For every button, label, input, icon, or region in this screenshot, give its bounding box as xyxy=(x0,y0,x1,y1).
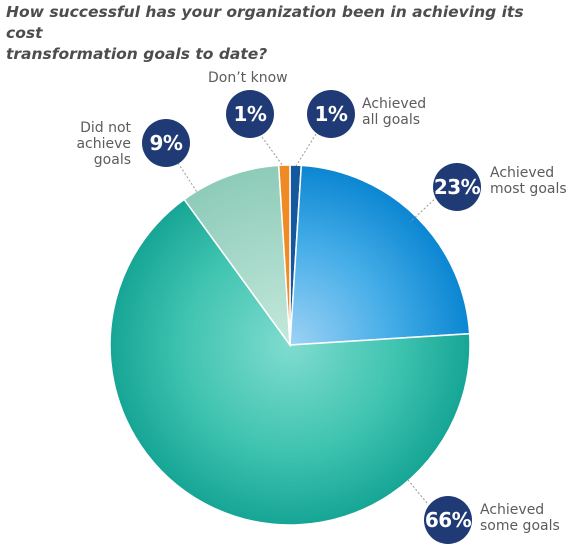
chart-title: How successful has your organization bee… xyxy=(6,2,546,65)
label-achieved-some-line-2: some goals xyxy=(480,518,560,534)
badge-dont-know: 1% xyxy=(226,90,274,138)
badge-dont-know-value: 1% xyxy=(233,102,267,126)
badge-achieved-all-value: 1% xyxy=(314,102,348,126)
slice-achieved-most xyxy=(289,164,471,346)
label-dont-know: Don’t know xyxy=(208,70,288,86)
label-did-not-achieve: Did not achieve goals xyxy=(60,120,131,168)
badge-achieved-some-value: 66% xyxy=(424,508,472,532)
leader-achieved-some xyxy=(407,479,428,504)
slice-achieved-some xyxy=(109,198,471,526)
badge-achieved-all: 1% xyxy=(307,90,355,138)
chart-title-line-1: How successful has your organization bee… xyxy=(6,3,524,42)
leader-achieved-all xyxy=(295,133,317,167)
leader-did-not-achieve xyxy=(177,162,198,193)
label-did-not-achieve-line-3: goals xyxy=(93,152,131,168)
slice-dont-know xyxy=(277,164,291,346)
label-achieved-most-line-2: most goals xyxy=(490,181,567,197)
label-achieved-all-line-1: Achieved xyxy=(362,96,427,112)
slice-did-not-achieve xyxy=(183,164,291,348)
label-achieved-some: Achieved some goals xyxy=(480,502,560,534)
label-achieved-all: Achieved all goals xyxy=(362,96,426,128)
label-did-not-achieve-line-2: achieve xyxy=(76,136,131,152)
chart-title-line-2: transformation goals to date? xyxy=(6,45,268,63)
label-achieved-most: Achieved most goals xyxy=(490,165,567,197)
label-dont-know-line-1: Don’t know xyxy=(208,70,288,86)
badge-achieved-some: 66% xyxy=(424,496,472,544)
label-achieved-most-line-1: Achieved xyxy=(490,165,555,181)
label-achieved-some-line-1: Achieved xyxy=(480,502,545,518)
badge-did-not-achieve: 9% xyxy=(142,119,190,167)
label-did-not-achieve-line-1: Did not xyxy=(80,120,131,136)
badge-achieved-most-value: 23% xyxy=(433,175,481,199)
label-achieved-all-line-2: all goals xyxy=(362,112,421,128)
badge-did-not-achieve-value: 9% xyxy=(149,131,183,155)
leader-dont-know xyxy=(261,136,284,167)
badge-achieved-most: 23% xyxy=(433,163,481,211)
